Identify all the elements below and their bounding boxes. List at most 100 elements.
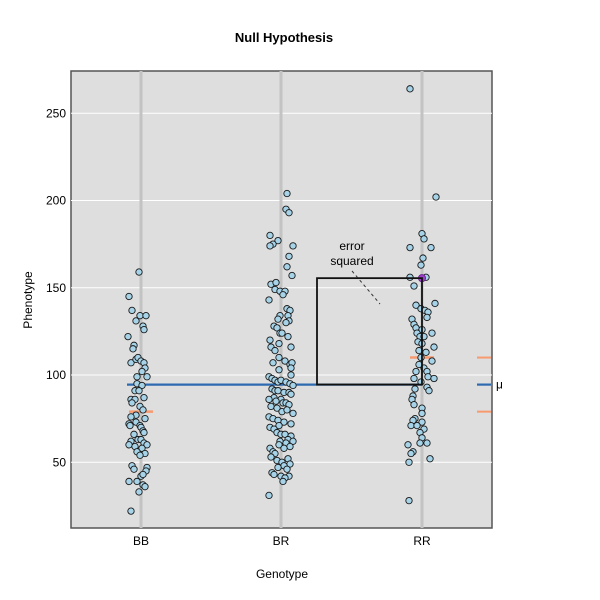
data-point: [432, 193, 440, 201]
data-point: [133, 477, 141, 486]
x-axis-ticks: BB BR RR: [133, 534, 431, 548]
x-axis-label: Genotype: [256, 567, 308, 581]
data-point: [275, 366, 283, 374]
data-point: [410, 401, 418, 409]
data-point: [287, 343, 295, 351]
data-point: [271, 346, 279, 355]
y-tick-label: 250: [46, 106, 66, 120]
data-point: [430, 343, 438, 351]
data-point: [275, 441, 283, 449]
data-point: [274, 387, 282, 395]
data-point: [136, 451, 144, 459]
data-point: [422, 348, 430, 356]
data-point: [266, 231, 274, 240]
data-point: [125, 477, 133, 486]
data-point: [265, 296, 273, 304]
x-tick-label: BB: [133, 534, 149, 548]
y-tick-label: 50: [53, 455, 67, 469]
data-point: [135, 488, 143, 496]
right-margin-means: μ: [477, 356, 503, 413]
y-tick-label: 150: [46, 281, 66, 295]
data-point: [431, 299, 439, 308]
data-points: [124, 85, 440, 515]
data-point: [128, 306, 136, 315]
y-axis-ticks: 50 100 150 200 250: [46, 106, 66, 469]
data-point: [272, 278, 280, 287]
data-point: [406, 243, 414, 252]
chart-title: Null Hypothesis: [235, 30, 333, 45]
data-point: [274, 463, 282, 472]
data-point: [412, 301, 420, 309]
data-point: [412, 367, 420, 376]
data-point: [274, 236, 282, 245]
data-point: [132, 317, 140, 325]
data-point: [407, 449, 415, 458]
x-tick-label: RR: [413, 534, 431, 548]
data-point: [430, 374, 438, 383]
data-point: [413, 421, 421, 430]
error-square: [316, 277, 423, 386]
data-point: [417, 353, 425, 362]
data-point: [410, 282, 418, 290]
data-point: [126, 421, 134, 430]
data-point: [265, 395, 273, 404]
annotation-pointer: [351, 270, 381, 305]
data-point: [143, 373, 151, 381]
data-point: [135, 387, 143, 395]
data-point: [420, 235, 428, 243]
data-point: [274, 315, 282, 323]
data-point: [427, 243, 435, 252]
data-point: [127, 507, 135, 515]
data-point: [140, 428, 148, 437]
data-point: [288, 271, 296, 280]
data-point: [265, 491, 273, 500]
data-point: [405, 496, 413, 505]
data-point: [142, 312, 150, 320]
annotation-text-line1: error: [339, 239, 364, 253]
y-axis-label: Phenotype: [21, 271, 35, 329]
data-point: [266, 336, 274, 344]
data-point: [124, 332, 132, 341]
data-point: [127, 359, 135, 367]
data-point: [423, 439, 431, 447]
data-point: [418, 418, 426, 426]
data-point: [283, 406, 291, 414]
data-point: [285, 252, 293, 260]
data-point: [283, 189, 291, 198]
data-point: [269, 359, 277, 367]
data-point: [279, 477, 287, 486]
data-point: [286, 442, 294, 451]
data-point: [270, 470, 278, 479]
data-point: [143, 441, 151, 449]
data-point: [130, 465, 138, 473]
data-point: [141, 483, 149, 491]
data-point: [125, 441, 133, 449]
data-point: [280, 418, 288, 426]
mu-label: μ: [496, 378, 503, 392]
data-point: [129, 345, 137, 353]
data-point: [141, 414, 149, 423]
data-point: [279, 291, 287, 299]
data-point: [281, 357, 289, 365]
data-point: [411, 385, 419, 393]
data-point: [287, 371, 295, 379]
data-point: [419, 254, 427, 262]
data-point: [418, 409, 426, 418]
data-point: [424, 373, 432, 381]
data-point: [140, 325, 148, 334]
data-point: [289, 242, 297, 250]
data-point: [280, 444, 288, 452]
data-point: [287, 390, 295, 398]
data-point: [275, 339, 283, 348]
data-point: [138, 367, 146, 376]
data-point: [289, 381, 297, 390]
data-point: [425, 387, 433, 395]
data-point: [266, 242, 274, 250]
data-point: [130, 430, 138, 438]
data-point: [267, 453, 275, 461]
data-point: [417, 261, 425, 269]
data-point: [406, 85, 414, 93]
data-point: [404, 441, 412, 449]
data-point: [287, 364, 295, 372]
